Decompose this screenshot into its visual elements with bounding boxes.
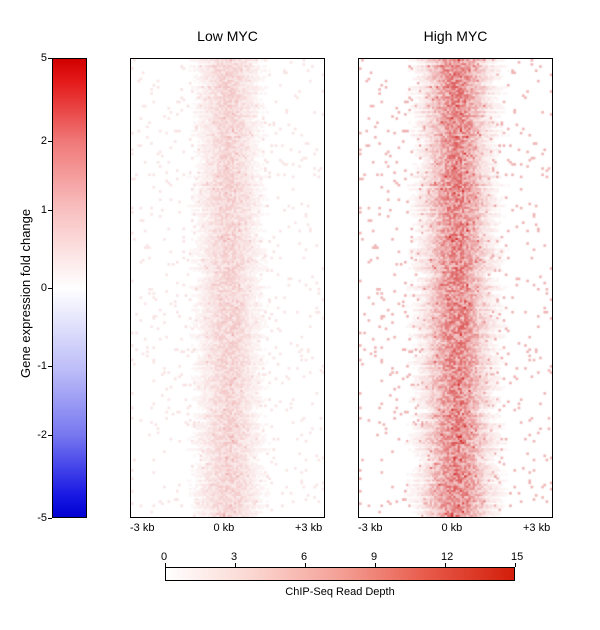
heatmap-xtick-label: -3 kb [358,522,382,534]
heatmap-low-myc [130,58,325,518]
heatmap-xtick-label: +3 kb [523,522,550,534]
heatmap-xtick-label: 0 kb [442,522,463,534]
heatmap-xtick-label: 0 kb [214,522,235,534]
panel-title-high-myc: High MYC [358,28,553,44]
fold-change-axis-label: Gene expression fold change [18,209,33,378]
read-depth-label: ChIP-Seq Read Depth [165,586,515,598]
panel-title-low-myc: Low MYC [130,28,325,44]
read-depth-colorbar [165,567,515,581]
heatmap-canvas-low-myc [131,59,324,517]
read-depth-tick-label: 0 [161,551,167,563]
read-depth-tick-label: 6 [301,551,307,563]
heatmap-xtick-label: -3 kb [130,522,154,534]
heatmap-high-myc [358,58,553,518]
fold-change-tick-label: -5 [37,512,47,524]
read-depth-tick-label: 3 [231,551,237,563]
fold-change-tick-label: -2 [37,429,47,441]
fold-change-tick-label: 0 [41,282,47,294]
heatmap-xtick-label: +3 kb [295,522,322,534]
heatmap-canvas-high-myc [359,59,552,517]
read-depth-tick-label: 9 [371,551,377,563]
fold-change-colorbar [52,58,87,518]
read-depth-tick-label: 15 [511,551,523,563]
read-depth-tick-label: 12 [441,551,453,563]
fold-change-tick-label: 2 [41,135,47,147]
fold-change-tick-label: 5 [41,52,47,64]
fold-change-tick-label: -1 [37,360,47,372]
fold-change-tick-label: 1 [41,204,47,216]
figure-container: 5 2 1 0 -1 -2 -5 Gene expression fold change L… [0,0,600,630]
